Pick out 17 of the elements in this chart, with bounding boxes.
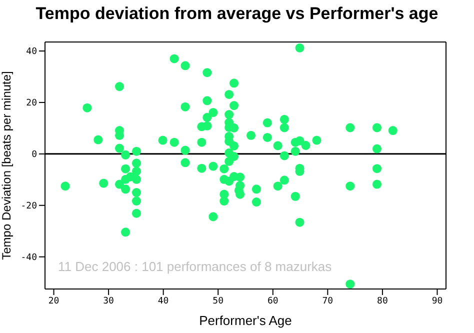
x-axis-title: Performer's Age [199,313,292,328]
x-tick-label: 30 [103,296,114,306]
x-tick-label: 40 [158,296,169,306]
y-tick-label: 20 [26,98,37,109]
y-tick-label: 0 [32,150,37,160]
y-tick-label: -20 [20,202,37,212]
x-tick-label: 60 [267,296,278,306]
y-tick-label: 40 [26,47,37,58]
x-tick-label: 20 [48,296,60,306]
x-tick-label: 90 [432,296,443,306]
x-tick-label: 50 [212,296,224,306]
chart-title: Tempo deviation from average vs Performer's age [34,4,440,24]
y-axis-title: Tempo Deviation [beats per minute] [0,71,14,260]
x-tick-label: 70 [322,296,334,306]
annotation: 11 Dec 2006 : 101 performances of 8 mazurkas [58,259,332,274]
y-tick-label: -40 [20,253,37,264]
x-tick-label: 80 [377,296,388,306]
